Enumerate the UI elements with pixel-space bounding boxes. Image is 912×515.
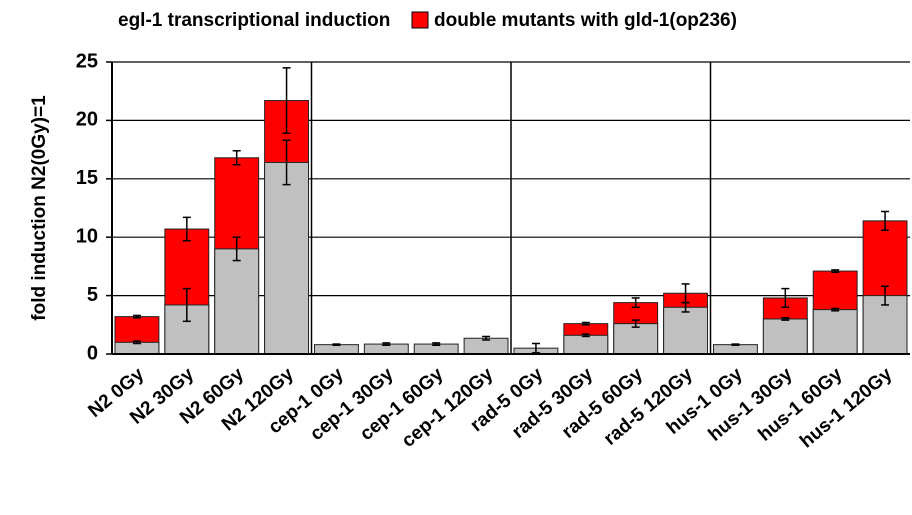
error-bar	[282, 67, 291, 134]
error-bar	[831, 269, 840, 273]
error-bar	[282, 139, 291, 186]
error-bar	[432, 342, 441, 346]
bar	[214, 248, 260, 355]
error-bar	[182, 287, 191, 323]
legend-swatch	[411, 11, 429, 29]
y-tick-label: 20	[76, 109, 98, 131]
error-bar	[731, 343, 740, 346]
error-bar	[881, 210, 890, 231]
legend-label: double mutants with gld-1(op236)	[434, 10, 737, 31]
error-bar	[831, 307, 840, 312]
bar	[712, 344, 758, 355]
bar	[762, 318, 808, 355]
error-bar	[781, 287, 790, 309]
error-bar	[332, 343, 341, 346]
error-bar	[182, 216, 191, 242]
error-bar	[681, 301, 690, 313]
error-bar	[232, 150, 241, 166]
error-bar	[232, 236, 241, 262]
error-bar	[881, 285, 890, 306]
bar	[613, 323, 659, 355]
bar	[563, 334, 609, 355]
y-tick-label: 15	[76, 167, 98, 189]
error-bar	[581, 321, 590, 326]
legend-label: egl-1 transcriptional induction	[118, 10, 390, 31]
bar	[313, 344, 359, 355]
y-tick-label: 25	[76, 50, 98, 72]
error-bar	[132, 314, 141, 319]
y-tick-label: 5	[87, 284, 98, 306]
error-bar	[781, 317, 790, 321]
y-tick-label: 0	[87, 342, 98, 364]
y-axis-label: fold induction N2(0Gy)=1	[29, 95, 50, 321]
y-tick-label: 10	[76, 225, 98, 247]
error-bar	[631, 297, 640, 309]
bar	[663, 306, 709, 355]
error-bar	[581, 333, 590, 338]
error-bar	[631, 319, 640, 328]
bar	[812, 309, 858, 355]
error-bar	[531, 342, 540, 354]
error-bar	[132, 340, 141, 345]
bar	[264, 161, 310, 355]
error-bar	[382, 342, 391, 346]
error-bar	[482, 335, 491, 341]
